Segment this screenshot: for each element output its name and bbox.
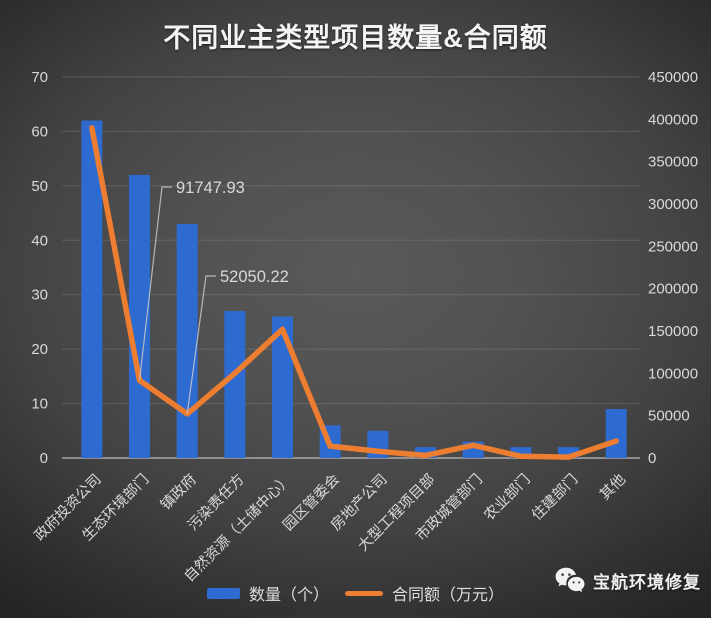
left-axis-tick-label: 10 [31, 396, 48, 413]
right-axis-tick-label: 350000 [648, 154, 698, 171]
contract-amount-line [89, 125, 619, 460]
watermark-label: 宝航环境修复 [593, 572, 701, 592]
bar-政府投资公司 [81, 120, 103, 459]
legend-item-contract: 合同额（万元） [345, 581, 504, 605]
category-label: 其他 [596, 471, 629, 504]
legend-label-contract: 合同额（万元） [392, 587, 505, 604]
bar-农业部门 [510, 447, 532, 458]
bar-其他 [605, 409, 627, 458]
annotation-leader-line [138, 186, 172, 381]
chart-legend: 数量（个） 合同额（万元） [0, 581, 711, 605]
legend-bar-swatch [206, 587, 240, 599]
left-axis-tick-label: 40 [31, 232, 48, 249]
bar-住建部门 [558, 447, 579, 458]
category-label: 农业部门 [481, 471, 534, 524]
right-axis-tick-label: 50000 [648, 408, 690, 425]
chart-title: 不同业主类型项目数量&合同额 [163, 23, 548, 53]
right-axis-tick-label: 250000 [648, 238, 698, 255]
right-axis-tick-label: 200000 [648, 281, 698, 298]
right-axis-tick-label: 150000 [648, 323, 698, 340]
bar-自然资源（土储中心） [272, 316, 293, 458]
bar-大型工程项目部 [415, 447, 436, 458]
legend-item-quantity: 数量（个） [206, 581, 329, 605]
left-axis-tick-label: 70 [31, 69, 48, 86]
bar-镇政府 [176, 223, 198, 458]
left-axis-tick-label: 20 [31, 341, 48, 358]
left-axis-tick-label: 30 [31, 287, 48, 304]
right-axis-tick-label: 400000 [648, 111, 698, 128]
annotation-leader-line [186, 275, 216, 415]
watermark: 宝航环境修复 [555, 564, 701, 596]
right-axis-tick-label: 0 [648, 450, 656, 467]
legend-line-swatch [345, 590, 383, 596]
left-axis-tick-label: 50 [31, 178, 48, 195]
annotation-label: 91747.93 [176, 179, 245, 197]
left-axis-tick-label: 0 [40, 450, 48, 467]
right-axis-tick-label: 300000 [648, 196, 698, 213]
legend-label-quantity: 数量（个） [248, 587, 329, 604]
annotation-label: 52050.22 [220, 268, 289, 286]
category-label: 住建部门 [528, 471, 581, 524]
right-axis-tick-label: 450000 [648, 69, 698, 86]
bar-污染责任方 [224, 311, 246, 458]
category-label: 镇政府 [157, 471, 200, 514]
right-axis-tick-label: 100000 [648, 365, 698, 382]
wechat-icon [555, 567, 585, 593]
left-axis-tick-label: 60 [31, 123, 48, 140]
